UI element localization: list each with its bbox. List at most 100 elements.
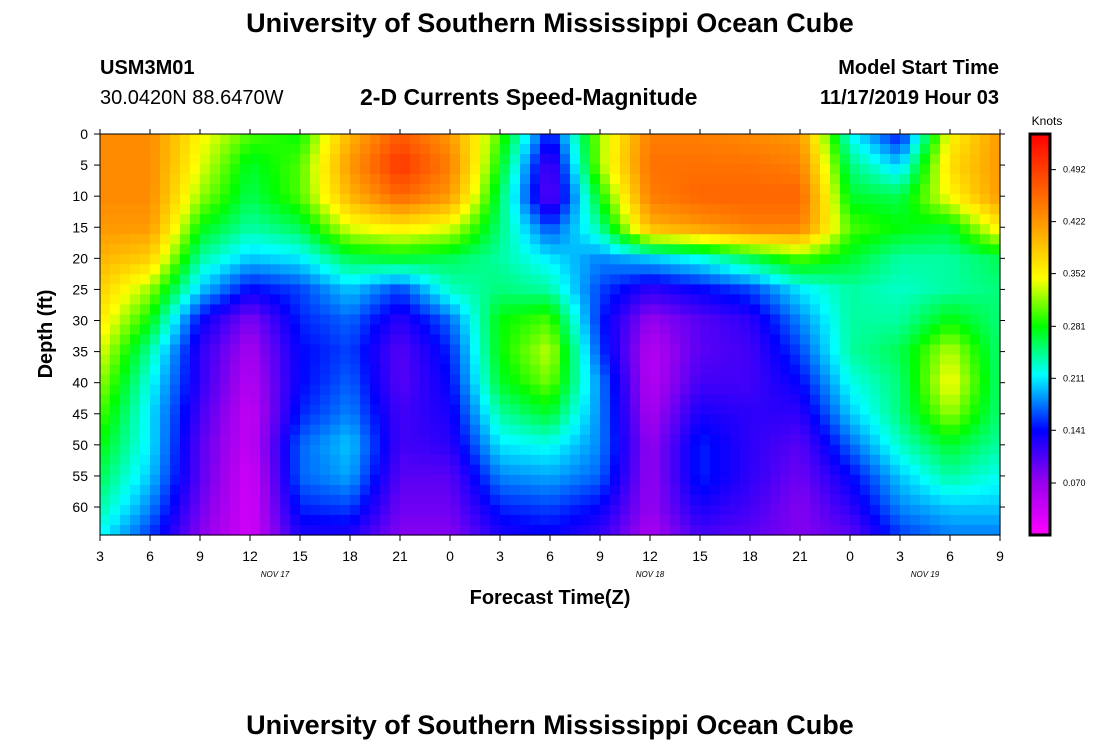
heatmap-cell [160,294,171,306]
heatmap-cell [340,364,351,376]
heatmap-cell [960,214,971,225]
heatmap-cell [920,474,931,486]
heatmap-cell [940,434,951,446]
heatmap-cell [700,204,711,215]
heatmap-cell [380,454,391,466]
heatmap-cell [630,444,641,456]
heatmap-cell [220,144,231,155]
heatmap-cell [880,524,891,536]
heatmap-cell [500,444,511,456]
heatmap-cell [510,374,521,386]
heatmap-cell [740,214,751,225]
heatmap-cell [410,454,421,466]
heatmap-cell [970,484,981,496]
heatmap-cell [360,454,371,466]
x-tick-label: 15 [692,548,708,564]
heatmap-cell [120,244,131,255]
heatmap-cell [320,204,331,215]
heatmap-cell [510,414,521,426]
heatmap-cell [810,314,821,326]
heatmap-cell [920,234,931,245]
heatmap-cell [100,284,111,296]
heatmap-cell [750,424,761,436]
heatmap-cell [290,154,301,165]
heatmap-cell [680,284,691,296]
heatmap-cell [310,144,321,155]
heatmap-cell [180,424,191,436]
heatmap-cell [350,294,361,306]
heatmap-cell [650,224,661,235]
heatmap-cell [560,364,571,376]
heatmap-cell [900,334,911,346]
heatmap-cell [490,194,501,205]
heatmap-cell [360,514,371,526]
heatmap-cell [540,254,551,265]
heatmap-cell [180,274,191,285]
heatmap-cell [430,454,441,466]
heatmap-cell [870,174,881,185]
heatmap-cell [490,394,501,406]
heatmap-cell [180,464,191,476]
heatmap-cell [130,194,141,205]
heatmap-cell [880,144,891,155]
heatmap-cell [310,344,321,356]
heatmap-cell [680,444,691,456]
heatmap-cell [340,494,351,506]
heatmap-cell [300,224,311,235]
heatmap-cell [780,324,791,336]
heatmap-cell [490,144,501,155]
heatmap-cell [520,324,531,336]
heatmap-cell [750,414,761,426]
heatmap-cell [900,484,911,496]
heatmap-cell [870,324,881,336]
heatmap-cell [680,244,691,255]
heatmap-cell [310,424,321,436]
heatmap-cell [350,434,361,446]
heatmap-cell [650,514,661,526]
heatmap-cell [250,394,261,406]
heatmap-cell [200,474,211,486]
heatmap-cell [780,404,791,416]
heatmap-cell [250,364,261,376]
heatmap-cell [100,404,111,416]
heatmap-cell [100,434,111,446]
heatmap-cell [410,414,421,426]
heatmap-cell [330,204,341,215]
heatmap-cell [610,364,621,376]
heatmap-cell [640,484,651,496]
heatmap-cell [330,364,341,376]
heatmap-cell [220,274,231,285]
heatmap-cell [720,524,731,536]
heatmap-cell [250,404,261,416]
heatmap-cell [420,374,431,386]
heatmap-cell [620,354,631,366]
heatmap-cell [490,224,501,235]
heatmap-cell [750,174,761,185]
heatmap-cell [410,234,421,245]
heatmap-cell [230,484,241,496]
heatmap-cell [760,274,771,285]
heatmap-cell [260,294,271,306]
heatmap-cell [430,464,441,476]
heatmap-cell [140,264,151,275]
heatmap-cell [190,214,201,225]
heatmap-cell [260,394,271,406]
heatmap-cell [460,424,471,436]
heatmap-cell [150,524,161,536]
heatmap-cell [850,174,861,185]
heatmap-cell [710,264,721,275]
heatmap-cell [950,134,961,145]
heatmap-cell [100,494,111,506]
heatmap-cell [640,174,651,185]
heatmap-cell [980,344,991,356]
heatmap-cell [240,234,251,245]
heatmap-cell [290,524,301,536]
heatmap-cell [310,494,321,506]
heatmap-cell [370,444,381,456]
heatmap-cell [260,144,271,155]
heatmap-cell [510,464,521,476]
heatmap-cell [810,464,821,476]
heatmap-cell [670,324,681,336]
heatmap-cell [340,404,351,416]
heatmap-cell [680,154,691,165]
